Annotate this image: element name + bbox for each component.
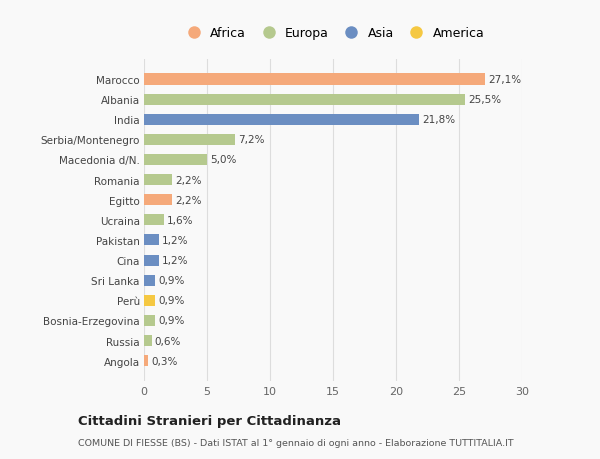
Text: 0,9%: 0,9% [158,316,185,326]
Text: 1,2%: 1,2% [162,235,189,246]
Text: 21,8%: 21,8% [422,115,455,125]
Bar [144,95,466,106]
Text: COMUNE DI FIESSE (BS) - Dati ISTAT al 1° gennaio di ogni anno - Elaborazione TUT: COMUNE DI FIESSE (BS) - Dati ISTAT al 1°… [78,438,514,447]
Bar [144,235,159,246]
Text: 2,2%: 2,2% [175,175,202,185]
Bar [144,114,419,125]
Text: 0,9%: 0,9% [158,296,185,306]
Bar [144,335,152,346]
Text: 25,5%: 25,5% [469,95,502,105]
Text: 1,6%: 1,6% [167,215,194,225]
Text: 0,9%: 0,9% [158,275,185,285]
Legend: Africa, Europa, Asia, America: Africa, Europa, Asia, America [182,28,484,40]
Text: 1,2%: 1,2% [162,256,189,265]
Bar [144,275,155,286]
Text: 2,2%: 2,2% [175,195,202,205]
Text: Cittadini Stranieri per Cittadinanza: Cittadini Stranieri per Cittadinanza [78,414,341,428]
Bar [144,74,485,85]
Bar [144,155,207,166]
Bar [144,295,155,306]
Text: 0,6%: 0,6% [155,336,181,346]
Text: 0,3%: 0,3% [151,356,178,366]
Bar [144,195,172,206]
Bar [144,255,159,266]
Text: 5,0%: 5,0% [210,155,236,165]
Bar [144,215,164,226]
Text: 27,1%: 27,1% [488,75,522,85]
Bar [144,134,235,146]
Bar [144,174,172,186]
Bar [144,315,155,326]
Bar [144,355,148,366]
Text: 7,2%: 7,2% [238,135,265,145]
